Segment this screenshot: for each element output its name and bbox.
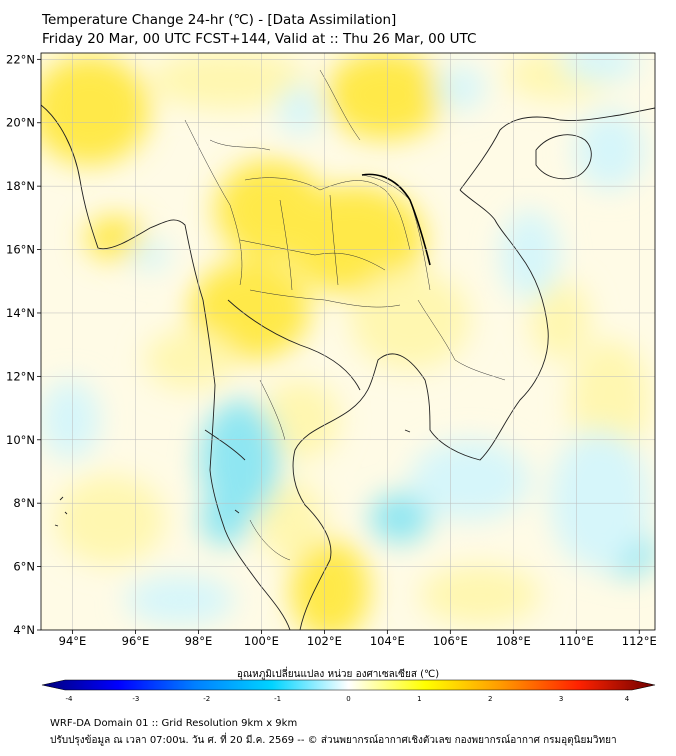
colorbar-tick-label: 1 bbox=[417, 695, 421, 703]
cool-region bbox=[550, 430, 650, 570]
colorbar-body bbox=[41, 679, 656, 691]
lon-tick-label: 94°E bbox=[59, 634, 87, 648]
warm-region bbox=[285, 185, 425, 295]
cool-region bbox=[278, 85, 322, 135]
lon-tick-label: 112°E bbox=[622, 634, 657, 648]
colorbar-title: อุณหภูมิเปลี่ยนแปลง หน่วย องศาเซลเซียส (… bbox=[236, 669, 440, 680]
warm-region bbox=[55, 475, 165, 565]
warm-region bbox=[85, 216, 145, 260]
cool-region bbox=[575, 110, 645, 190]
footer-grid-info: WRF-DA Domain 01 :: Grid Resolution 9km … bbox=[50, 718, 298, 729]
cool-region bbox=[435, 66, 485, 110]
lon-tick-label: 110°E bbox=[559, 634, 594, 648]
border bbox=[249, 519, 291, 561]
cool-region bbox=[125, 575, 235, 625]
lat-tick-label: 16°N bbox=[6, 243, 35, 257]
lon-tick-label: 104°E bbox=[370, 634, 405, 648]
colorbar-tick-label: -2 bbox=[203, 695, 210, 703]
lon-tick-label: 108°E bbox=[496, 634, 531, 648]
border bbox=[239, 239, 386, 271]
warm-region bbox=[145, 330, 235, 390]
lon-tick-label: 98°E bbox=[185, 634, 213, 648]
lon-tick-label: 106°E bbox=[433, 634, 468, 648]
lat-tick-label: 18°N bbox=[6, 179, 35, 193]
lon-tick-label: 102°E bbox=[307, 634, 342, 648]
gulf-shore bbox=[204, 429, 246, 461]
map-frame bbox=[40, 52, 656, 631]
cool-region bbox=[560, 53, 640, 82]
colorbar-tick-label: 4 bbox=[625, 695, 630, 703]
map-title: Temperature Change 24-hr (℃) - [Data Ass… bbox=[42, 12, 397, 28]
colorbar-tick-label: -4 bbox=[66, 695, 74, 703]
lat-tick-label: 6°N bbox=[13, 560, 35, 574]
axis-ticks: 94°E 96°E 98°E 100°E 102°E 104°E 106°E 108°E 110… bbox=[6, 52, 657, 648]
colorbar-tick-label: 3 bbox=[559, 695, 563, 703]
island-hainan bbox=[535, 134, 592, 180]
coastlines bbox=[41, 104, 655, 630]
islands bbox=[54, 429, 411, 527]
gridlines bbox=[41, 53, 655, 630]
lat-tick-label: 10°N bbox=[6, 433, 35, 447]
lon-tick-label: 100°E bbox=[244, 634, 279, 648]
lon-tick-label: 96°E bbox=[122, 634, 150, 648]
lat-tick-label: 22°N bbox=[6, 52, 35, 66]
coastline-south bbox=[292, 189, 549, 630]
coastline-west bbox=[41, 104, 291, 630]
cool-region bbox=[500, 210, 560, 300]
footer-credit: ปรับปรุงข้อมูล ณ เวลา 07:00น. วัน ศ. ที่… bbox=[50, 735, 617, 746]
border bbox=[329, 194, 339, 286]
warm-region bbox=[530, 280, 590, 360]
cool-region bbox=[200, 495, 250, 545]
colorbar-tick-label: -1 bbox=[274, 695, 281, 703]
warm-region bbox=[41, 55, 150, 165]
gulf-shore bbox=[227, 299, 361, 391]
warm-region bbox=[255, 480, 325, 560]
colorbar-tick-label: 0 bbox=[346, 695, 350, 703]
border bbox=[244, 177, 411, 251]
colorbar-tick-label: -3 bbox=[132, 695, 139, 703]
colorbar-ticks: -4 -3 -2 -1 0 1 2 3 4 bbox=[66, 695, 630, 703]
border bbox=[417, 299, 506, 381]
warm-region bbox=[150, 53, 310, 110]
cool-region bbox=[41, 380, 100, 460]
lat-tick-label: 8°N bbox=[13, 496, 35, 510]
border bbox=[249, 289, 401, 308]
border bbox=[259, 379, 286, 441]
warm-region bbox=[190, 260, 310, 360]
lat-tick-label: 4°N bbox=[13, 623, 35, 637]
lat-tick-label: 12°N bbox=[6, 369, 35, 383]
temperature-field bbox=[41, 53, 655, 630]
border bbox=[279, 199, 293, 291]
colorbar-tick-label: 2 bbox=[488, 695, 492, 703]
border bbox=[209, 139, 271, 151]
warm-region bbox=[290, 540, 370, 630]
cool-region bbox=[200, 400, 280, 520]
coastline-north bbox=[459, 107, 655, 191]
colorbar: -4 -3 -2 -1 0 1 2 3 4 bbox=[41, 679, 656, 703]
lat-tick-label: 14°N bbox=[6, 306, 35, 320]
cool-region bbox=[130, 240, 170, 270]
warm-region bbox=[420, 565, 540, 625]
warm-region bbox=[325, 53, 445, 140]
cool-region bbox=[370, 493, 430, 543]
map-subtitle: Friday 20 Mar, 00 UTC FCST+144, Valid at… bbox=[42, 31, 477, 47]
warm-region bbox=[570, 340, 650, 460]
country-border bbox=[361, 173, 431, 266]
warm-region bbox=[350, 270, 470, 370]
cool-region bbox=[410, 440, 530, 520]
lat-tick-label: 20°N bbox=[6, 116, 35, 130]
